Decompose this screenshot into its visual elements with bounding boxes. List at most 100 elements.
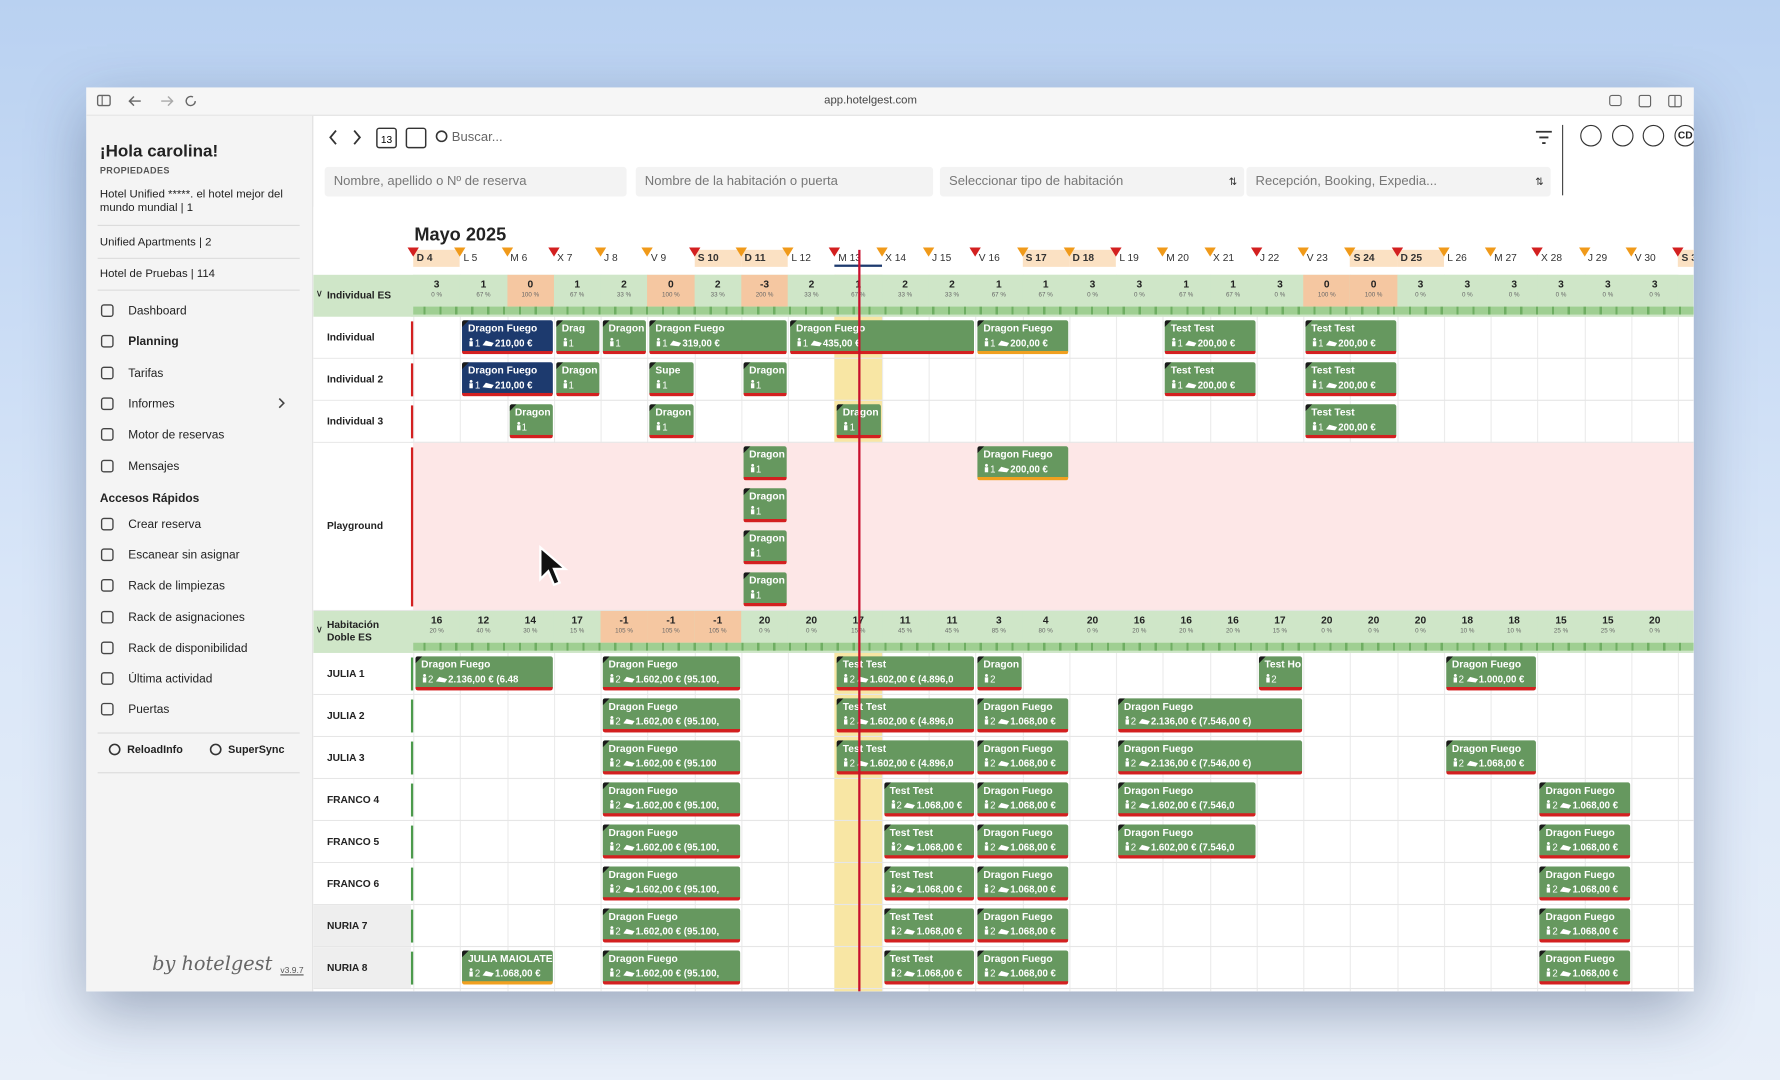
- room-name[interactable]: JULIA 2: [326, 709, 365, 721]
- booking[interactable]: Dragon Fuego 2 1.602,00 € (95.100,: [602, 950, 741, 985]
- booking[interactable]: JULIA MAIOLATE 2 1.068,00 €: [462, 950, 553, 985]
- calendar-button[interactable]: [376, 127, 397, 149]
- property[interactable]: Unified Apartments | 2: [99, 236, 212, 249]
- booking[interactable]: Dragon 2: [977, 656, 1022, 691]
- room-name[interactable]: Individual 2: [326, 373, 384, 385]
- filter-input[interactable]: Nombre, apellido o Nº de reserva: [324, 166, 627, 197]
- booking[interactable]: Dragon 1: [743, 530, 787, 565]
- booking[interactable]: Test Test 2 1.602,00 € (4.896,0: [837, 656, 975, 691]
- booking[interactable]: Dragon 1: [649, 404, 694, 439]
- quick-item[interactable]: Rack de disponibilidad: [128, 641, 248, 656]
- nav-item[interactable]: Dashboard: [128, 304, 187, 318]
- booking[interactable]: Test Test 2 1.068,00 €: [883, 824, 975, 859]
- day-header[interactable]: V 9: [647, 249, 695, 267]
- day-header[interactable]: D 18: [1069, 249, 1116, 267]
- nav-item[interactable]: Informes: [128, 397, 175, 411]
- day-header[interactable]: D 4: [413, 249, 461, 267]
- day-header[interactable]: J 29: [1584, 249, 1632, 267]
- booking[interactable]: Dragon Fuego 2 1.068,00 €: [1539, 824, 1631, 859]
- booking[interactable]: Test Test 2 1.068,00 €: [883, 950, 975, 985]
- next-button[interactable]: [353, 130, 362, 145]
- quick-item[interactable]: Rack de asignaciones: [128, 610, 245, 625]
- booking[interactable]: Test Test 1 200,00 €: [1305, 320, 1396, 355]
- day-header[interactable]: S 24: [1350, 249, 1398, 267]
- day-header[interactable]: D 11: [741, 249, 788, 267]
- booking[interactable]: Dragon Fuego 2 1.068,00 €: [1539, 782, 1631, 817]
- day-header[interactable]: S 17: [1022, 249, 1070, 267]
- quick-item[interactable]: Puertas: [128, 703, 170, 717]
- sync-button[interactable]: ReloadInfo: [127, 743, 183, 757]
- day-header[interactable]: L 19: [1115, 249, 1163, 267]
- booking[interactable]: Test Test 1 200,00 €: [1165, 320, 1256, 355]
- room-name[interactable]: NURIA 7: [326, 919, 368, 931]
- room-name[interactable]: FRANCO 5: [326, 835, 380, 847]
- booking[interactable]: Test Test 2 1.068,00 €: [883, 908, 975, 943]
- booking[interactable]: Test Test 1 200,00 €: [1305, 404, 1396, 439]
- room-name[interactable]: NURIA 8: [326, 961, 368, 973]
- room-name[interactable]: Individual 3: [326, 415, 384, 427]
- booking[interactable]: Dragon 1: [743, 446, 787, 481]
- group-label[interactable]: Individual ES: [326, 289, 392, 301]
- nav-item[interactable]: Tarifas: [128, 366, 164, 380]
- calendar-search[interactable]: [405, 127, 427, 149]
- nav-item[interactable]: Motor de reservas: [128, 428, 225, 442]
- booking[interactable]: Supe 1: [649, 362, 694, 397]
- booking[interactable]: Dragon Fuego 2 1.602,00 € (95.100: [602, 740, 741, 775]
- day-header[interactable]: L 26: [1443, 249, 1491, 267]
- sync-button[interactable]: SuperSync: [228, 743, 285, 757]
- day-header[interactable]: M 27: [1490, 249, 1538, 267]
- day-header[interactable]: L 5: [460, 249, 507, 267]
- url[interactable]: app.hotelgest.com: [824, 94, 917, 107]
- booking[interactable]: Test Test 2 1.068,00 €: [883, 782, 975, 817]
- room-name[interactable]: JULIA 1: [326, 667, 365, 679]
- booking[interactable]: Test Test 1 200,00 €: [1165, 362, 1256, 397]
- booking[interactable]: Dragon Fuego 2 1.068,00 €: [1539, 866, 1631, 901]
- booking[interactable]: Dragon Fuego 2 1.602,00 € (95.100,: [602, 908, 741, 943]
- filter-button[interactable]: [1535, 129, 1553, 145]
- booking[interactable]: Dragon Fuego 2 2.136,00 € (7.546,00 €): [1118, 740, 1303, 775]
- room-name[interactable]: JULIA 3: [326, 751, 365, 763]
- day-header[interactable]: X 14: [881, 249, 929, 267]
- nav-item[interactable]: Planning: [128, 335, 179, 349]
- booking[interactable]: Dragon Fuego 2 2.136,00 € (6.48: [415, 656, 553, 691]
- day-header[interactable]: V 30: [1631, 249, 1679, 267]
- day-header[interactable]: X 21: [1209, 249, 1257, 267]
- day-header[interactable]: X 28: [1537, 249, 1585, 267]
- day-header[interactable]: M 6: [506, 249, 554, 267]
- booking[interactable]: Dragon 1: [743, 362, 787, 397]
- quick-item[interactable]: Rack de limpiezas: [128, 579, 226, 594]
- booking[interactable]: Dragon Fuego 1 200,00 €: [977, 446, 1068, 481]
- booking[interactable]: Dragon 1: [509, 404, 553, 439]
- search-input[interactable]: Buscar...: [451, 130, 503, 145]
- room-name[interactable]: Playground: [326, 520, 384, 532]
- booking[interactable]: Drag 1: [556, 320, 600, 355]
- booking[interactable]: Dragon Fuego 2 1.602,00 € (95.100,: [602, 698, 741, 733]
- day-header[interactable]: D 25: [1397, 249, 1444, 267]
- booking[interactable]: Dragon Fuego 2 1.068,00 €: [1446, 740, 1537, 775]
- day-header[interactable]: S 31: [1678, 249, 1694, 267]
- booking[interactable]: Dragon Fuego 2 1.068,00 €: [977, 950, 1068, 985]
- help-button[interactable]: [1611, 124, 1634, 147]
- property[interactable]: Hotel Unified *****. el hotel mejor del …: [99, 188, 283, 215]
- booking[interactable]: Test Ho 2: [1258, 656, 1303, 691]
- quick-item[interactable]: Crear reserva: [128, 517, 202, 532]
- filter-input[interactable]: Nombre de la habitación o puerta: [635, 166, 934, 197]
- settings-button[interactable]: [1642, 124, 1665, 147]
- room-name[interactable]: Individual: [326, 331, 375, 343]
- booking[interactable]: Dragon Fuego 1 319,00 €: [649, 320, 787, 355]
- booking[interactable]: Dragon 1: [556, 362, 600, 397]
- booking[interactable]: Dragon Fuego 1 200,00 €: [977, 320, 1068, 355]
- day-header[interactable]: X 7: [553, 249, 601, 267]
- booking[interactable]: Dragon 1: [602, 320, 647, 355]
- booking[interactable]: Dragon Fuego 2 2.136,00 € (7.546,00 €): [1118, 698, 1303, 733]
- booking[interactable]: Dragon Fuego 2 1.602,00 € (95.100,: [602, 782, 741, 817]
- booking[interactable]: Dragon Fuego 2 1.068,00 €: [977, 782, 1068, 817]
- booking[interactable]: Dragon Fuego 2 1.068,00 €: [1539, 908, 1631, 943]
- booking[interactable]: Dragon Fuego 2 1.068,00 €: [1539, 950, 1631, 985]
- booking[interactable]: Dragon Fuego 2 1.000,00 €: [1446, 656, 1537, 691]
- booking[interactable]: Dragon Fuego 1 210,00 €: [462, 362, 553, 397]
- booking[interactable]: Test Test 2 1.602,00 € (4.896,0: [837, 698, 975, 733]
- property[interactable]: Hotel de Pruebas | 114: [99, 268, 215, 281]
- day-header[interactable]: J 8: [600, 249, 648, 267]
- booking[interactable]: Dragon Fuego 1 435,00 €: [790, 320, 975, 355]
